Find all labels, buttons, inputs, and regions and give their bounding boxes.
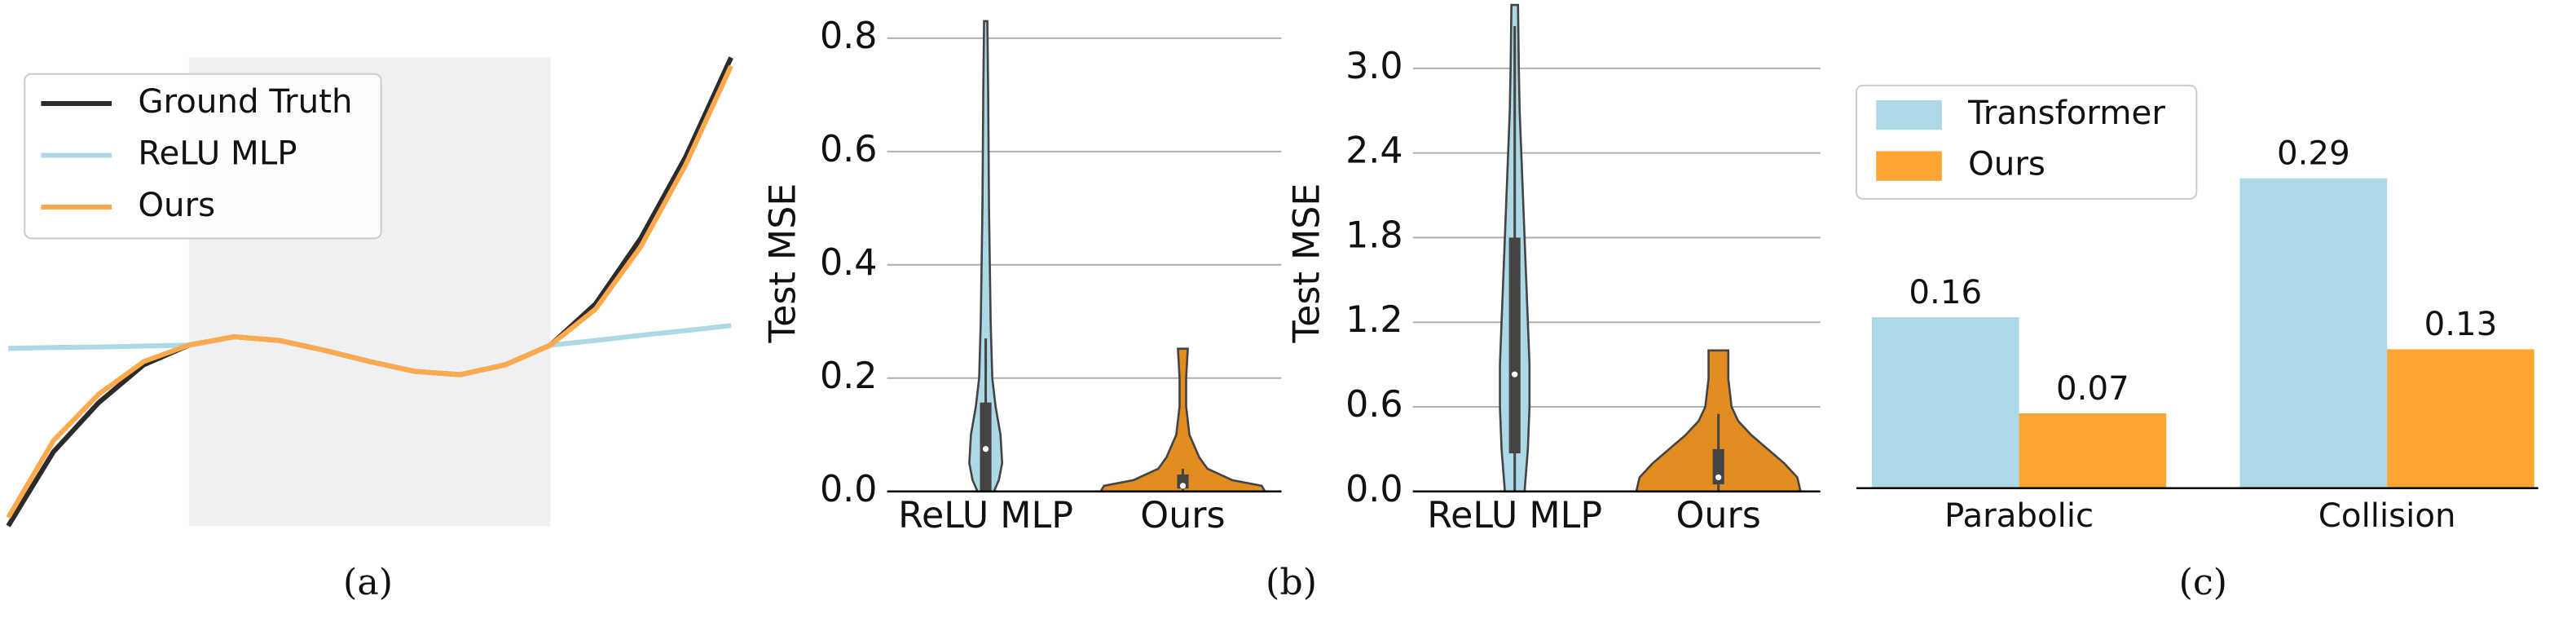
legend-label: ReLU MLP [138, 135, 297, 173]
value-label: 0.16 [1909, 273, 1982, 311]
panel-label: (b) [1266, 562, 1317, 603]
violin-median [1715, 474, 1722, 481]
x-tick-label: ReLU MLP [1427, 495, 1602, 536]
bar [2239, 178, 2388, 488]
value-label: 0.29 [2277, 135, 2350, 173]
panel-label: (a) [343, 562, 393, 603]
panel-label: (c) [2179, 562, 2227, 603]
x-tick-label: Parabolic [1944, 497, 2094, 535]
x-tick-label: Ours [1676, 495, 1761, 536]
value-label: 0.13 [2424, 305, 2498, 343]
legend-swatch [1876, 151, 1942, 181]
legend-swatch [1876, 99, 1942, 130]
y-tick-label: 0.6 [820, 129, 878, 170]
violin-body [968, 20, 1004, 493]
x-tick-label: ReLU MLP [898, 495, 1073, 536]
legend-box [24, 73, 382, 240]
bar [2019, 413, 2167, 488]
x-tick-label: Ours [1140, 495, 1225, 536]
x-tick-label: Collision [2318, 497, 2456, 535]
y-axis-label: Test MSE [763, 183, 804, 344]
bar [1871, 317, 2019, 488]
bar [2387, 349, 2534, 488]
violin-box [1712, 448, 1724, 485]
series-line [6, 64, 733, 519]
y-tick-label: 2.4 [1345, 130, 1403, 172]
y-tick-label: 0.4 [820, 242, 878, 284]
y-tick-label: 1.8 [1345, 214, 1403, 256]
legend-label: Ours [138, 186, 215, 224]
violin-box [1508, 237, 1521, 454]
y-tick-label: 0.2 [820, 355, 878, 397]
violin-median [982, 446, 989, 452]
y-axis-label: Test MSE [1287, 183, 1328, 344]
violin-box [1177, 474, 1189, 489]
violin-body [1099, 347, 1267, 493]
y-tick-label: 0.6 [1345, 384, 1403, 426]
legend-label: Ground Truth [138, 82, 352, 121]
legend-label: Transformer [1967, 94, 2165, 132]
y-tick-label: 0.0 [1345, 469, 1403, 510]
y-tick-label: 0.8 [820, 15, 878, 57]
violin-median [1512, 371, 1518, 377]
y-tick-label: 0.0 [820, 469, 878, 510]
y-tick-label: 3.0 [1345, 46, 1403, 87]
y-tick-label: 1.2 [1345, 299, 1403, 341]
legend-label: Ours [1968, 145, 2045, 183]
value-label: 0.07 [2056, 369, 2129, 408]
violin-median [1179, 483, 1187, 489]
